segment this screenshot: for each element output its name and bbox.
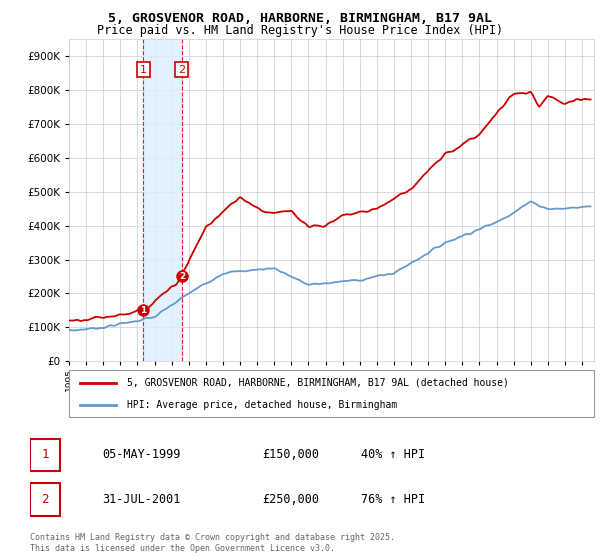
Text: 5, GROSVENOR ROAD, HARBORNE, BIRMINGHAM, B17 9AL (detached house): 5, GROSVENOR ROAD, HARBORNE, BIRMINGHAM,… (127, 378, 509, 388)
Text: 2: 2 (41, 493, 49, 506)
Text: 5, GROSVENOR ROAD, HARBORNE, BIRMINGHAM, B17 9AL: 5, GROSVENOR ROAD, HARBORNE, BIRMINGHAM,… (108, 12, 492, 25)
Text: 31-JUL-2001: 31-JUL-2001 (102, 493, 180, 506)
FancyBboxPatch shape (30, 438, 61, 472)
Bar (143, 39, 182, 361)
Text: 1: 1 (140, 306, 146, 315)
FancyBboxPatch shape (30, 483, 61, 516)
Text: 1: 1 (140, 65, 147, 74)
Text: 40% ↑ HPI: 40% ↑ HPI (361, 449, 425, 461)
Text: 2: 2 (178, 65, 185, 74)
Text: £250,000: £250,000 (262, 493, 319, 506)
Text: 05-MAY-1999: 05-MAY-1999 (102, 449, 180, 461)
Text: HPI: Average price, detached house, Birmingham: HPI: Average price, detached house, Birm… (127, 400, 397, 410)
Text: 1: 1 (41, 449, 49, 461)
Text: £150,000: £150,000 (262, 449, 319, 461)
Text: 76% ↑ HPI: 76% ↑ HPI (361, 493, 425, 506)
Text: Contains HM Land Registry data © Crown copyright and database right 2025.
This d: Contains HM Land Registry data © Crown c… (30, 533, 395, 553)
FancyBboxPatch shape (69, 370, 594, 417)
Text: Price paid vs. HM Land Registry's House Price Index (HPI): Price paid vs. HM Land Registry's House … (97, 24, 503, 36)
Text: 2: 2 (179, 272, 185, 281)
